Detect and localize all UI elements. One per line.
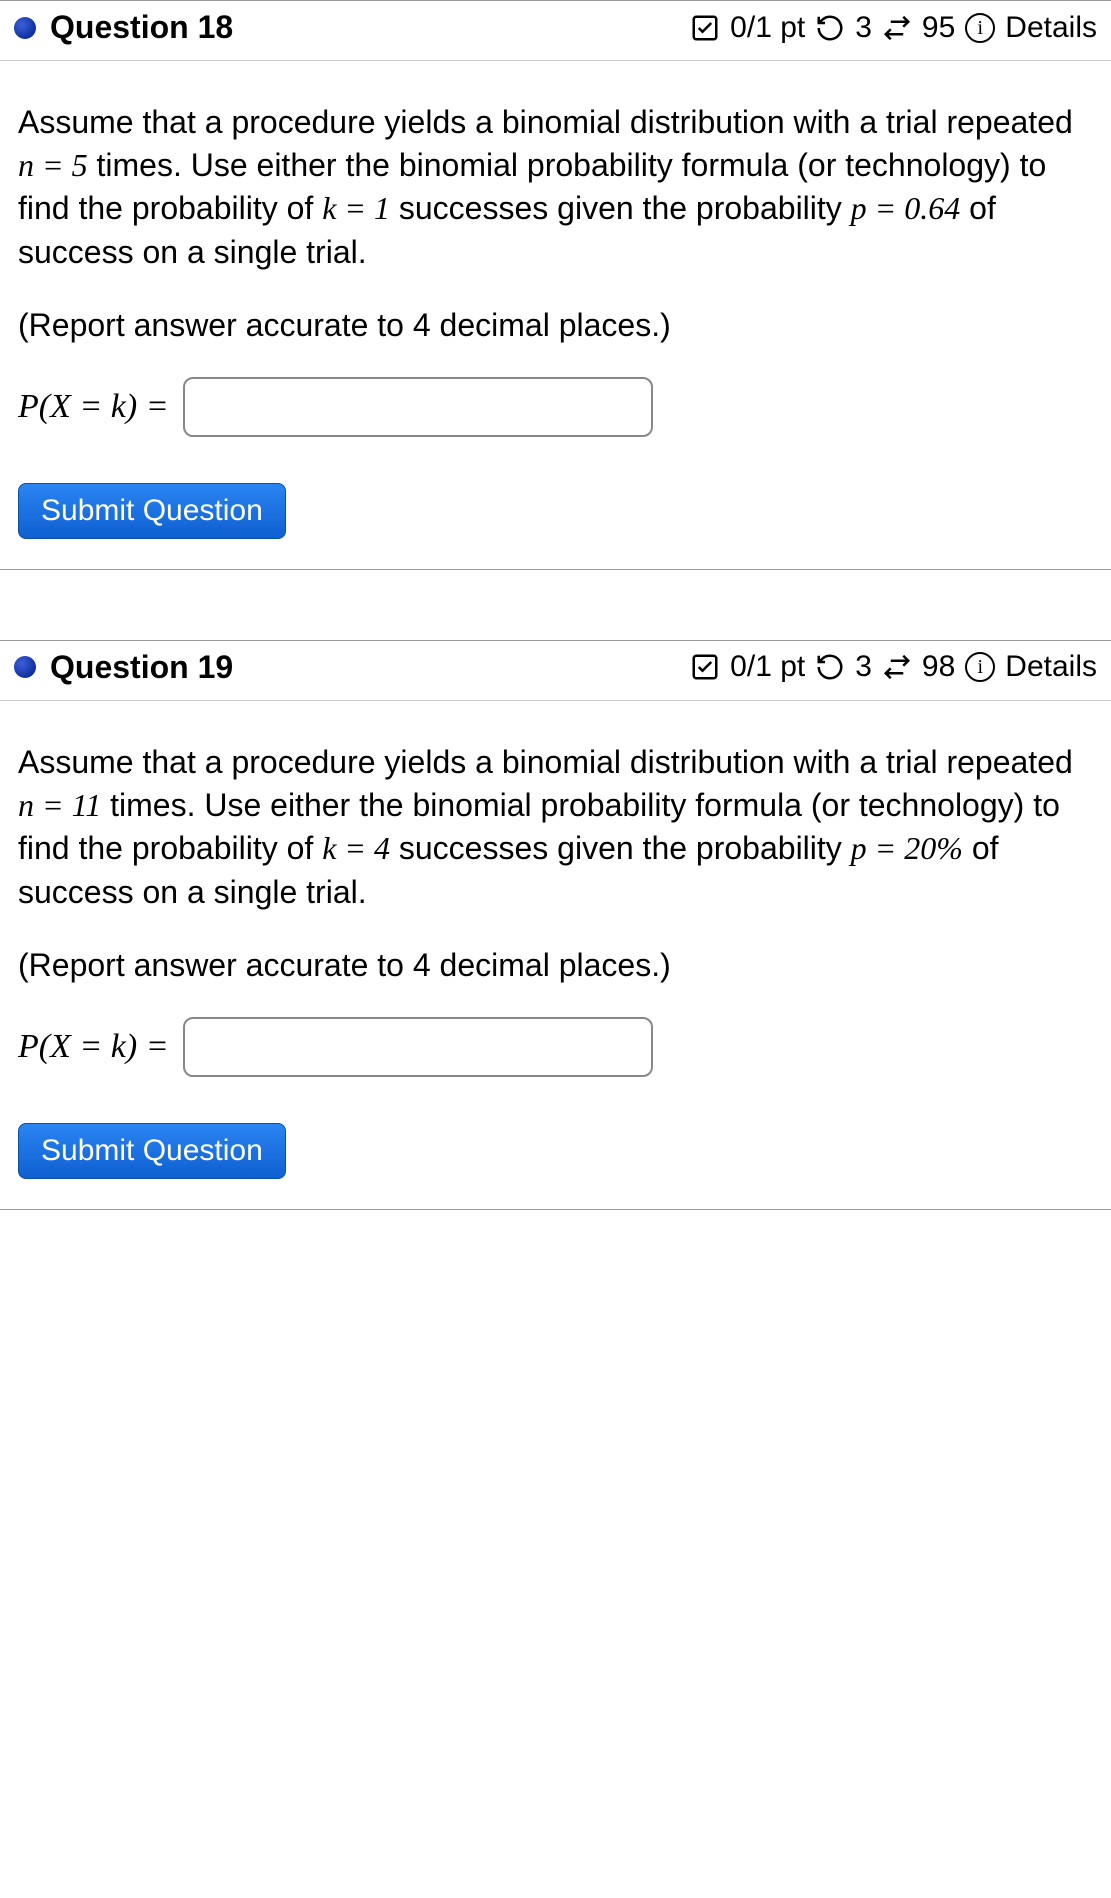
- answer-row: P(X = k) =: [18, 377, 1093, 437]
- math-n: n = 11: [18, 787, 101, 823]
- swap-icon: [882, 13, 912, 43]
- math-n: n = 5: [18, 147, 88, 183]
- tries-text: 98: [922, 650, 955, 684]
- submit-button[interactable]: Submit Question: [18, 483, 286, 539]
- bullet-icon: [14, 17, 36, 39]
- undo-icon: [815, 13, 845, 43]
- points-text: 0/1 pt: [730, 11, 805, 45]
- tries-text: 95: [922, 11, 955, 45]
- info-icon[interactable]: i: [965, 652, 995, 682]
- question-title: Question 19: [50, 649, 233, 686]
- details-link[interactable]: Details: [1005, 650, 1097, 684]
- math-k: k = 1: [322, 190, 390, 226]
- question-meta: 0/1 pt 3 95 i Details: [690, 11, 1097, 45]
- question-title: Question 18: [50, 9, 233, 46]
- points-text: 0/1 pt: [730, 650, 805, 684]
- math-p: p = 0.64: [851, 190, 961, 226]
- answer-input[interactable]: [183, 377, 653, 437]
- checkbox-icon: [690, 13, 720, 43]
- question-text: Assume that a procedure yields a binomia…: [18, 741, 1093, 914]
- answer-row: P(X = k) =: [18, 1017, 1093, 1077]
- question-block-18: Question 18 0/1 pt 3 95 i Details Assume…: [0, 0, 1111, 570]
- attempts-text: 3: [855, 11, 872, 45]
- undo-icon: [815, 652, 845, 682]
- question-header: Question 18 0/1 pt 3 95 i Details: [0, 1, 1111, 61]
- spacer: [0, 570, 1111, 640]
- accuracy-note: (Report answer accurate to 4 decimal pla…: [18, 944, 1093, 987]
- math-p: p = 20%: [851, 830, 963, 866]
- math-k: k = 4: [322, 830, 390, 866]
- checkbox-icon: [690, 652, 720, 682]
- swap-icon: [882, 652, 912, 682]
- question-block-19: Question 19 0/1 pt 3 98 i Details Assume…: [0, 640, 1111, 1210]
- accuracy-note: (Report answer accurate to 4 decimal pla…: [18, 304, 1093, 347]
- question-meta: 0/1 pt 3 98 i Details: [690, 650, 1097, 684]
- question-body: Assume that a procedure yields a binomia…: [0, 61, 1111, 569]
- question-header: Question 19 0/1 pt 3 98 i Details: [0, 641, 1111, 701]
- question-body: Assume that a procedure yields a binomia…: [0, 701, 1111, 1209]
- submit-button[interactable]: Submit Question: [18, 1123, 286, 1179]
- question-text: Assume that a procedure yields a binomia…: [18, 101, 1093, 274]
- info-icon[interactable]: i: [965, 13, 995, 43]
- details-link[interactable]: Details: [1005, 11, 1097, 45]
- attempts-text: 3: [855, 650, 872, 684]
- answer-input[interactable]: [183, 1017, 653, 1077]
- answer-label: P(X = k) =: [18, 1024, 169, 1070]
- bullet-icon: [14, 656, 36, 678]
- answer-label: P(X = k) =: [18, 384, 169, 430]
